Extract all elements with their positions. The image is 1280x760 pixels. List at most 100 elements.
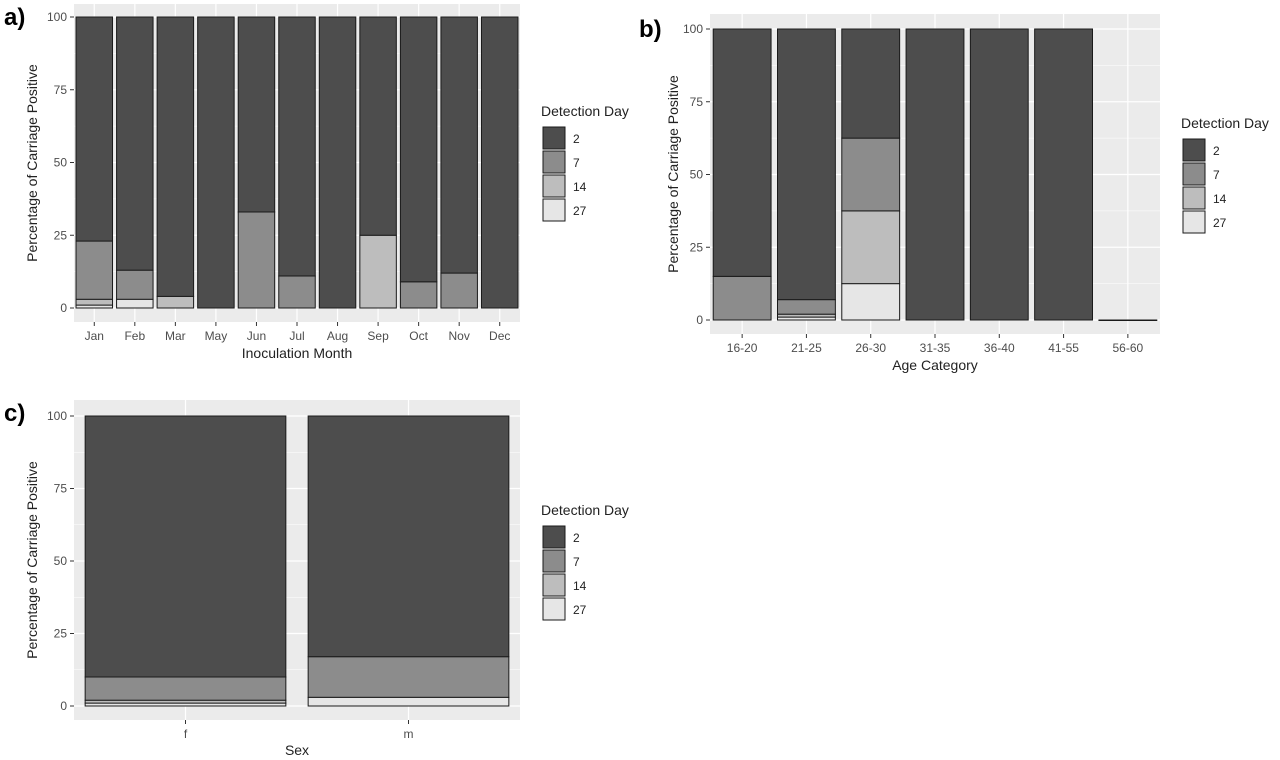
bar-segment-2	[440, 16, 478, 274]
legend-label-7: 7	[573, 156, 580, 170]
bar-segment-2	[1098, 319, 1158, 321]
chart-b: 0 25 50 75 100 16-20 21-25 26-30 31-35 36-40 41-55…	[665, 14, 1269, 373]
y-tick-label: 0	[696, 313, 703, 327]
bar-segment-7	[75, 240, 114, 300]
bar-segment-14	[156, 295, 195, 309]
y-tick-label: 50	[54, 156, 68, 170]
panel-label-c: c)	[4, 400, 26, 427]
bar-segment-7	[237, 211, 276, 309]
y-tick-label: 50	[690, 168, 704, 182]
legend-title: Detection Day	[1181, 115, 1269, 131]
legend-swatch-14	[1182, 186, 1206, 210]
chart-a: 0 25 50 75 100 Jan Feb Mar May Jun Jul Aug Sep Oct Nov…	[24, 4, 629, 361]
bar-segment-7	[307, 656, 510, 698]
y-tick-label: 25	[690, 240, 704, 254]
bar-segment-7	[84, 676, 287, 701]
bar-segment-2	[359, 16, 397, 236]
x-tick-label: 26-30	[855, 341, 886, 355]
bar-segment-7	[777, 299, 836, 315]
y-tick-label: 50	[54, 554, 68, 568]
bar-segment-2	[318, 16, 357, 309]
bar-segment-2	[841, 28, 901, 139]
legend-swatch-14	[542, 174, 566, 198]
legend-label-14: 14	[573, 180, 587, 194]
bar-segment-2	[399, 16, 438, 283]
bar-segment-14	[359, 234, 397, 309]
legend-label-27: 27	[573, 603, 587, 617]
y-axis-label: Percentage of Carriage Positive	[665, 75, 681, 273]
x-tick-label: Feb	[124, 329, 145, 343]
x-axis-label: Sex	[285, 742, 309, 758]
y-axis-label: Percentage of Carriage Positive	[24, 64, 40, 262]
x-tick-label: Oct	[409, 329, 428, 343]
y-tick-label: 75	[54, 83, 68, 97]
legend-title: Detection Day	[541, 103, 629, 119]
bar-segment-2	[969, 28, 1029, 321]
bar-segment-7	[399, 281, 438, 309]
bar-segment-2	[197, 16, 235, 309]
bar-segment-2	[156, 16, 195, 297]
x-tick-label: May	[205, 329, 228, 343]
bar-segment-2	[116, 16, 154, 271]
bar-segment-2	[307, 415, 510, 658]
panel-label-b: b)	[639, 16, 662, 43]
x-tick-label: Sep	[367, 329, 389, 343]
bar-segment-27	[307, 696, 510, 707]
y-tick-label: 75	[690, 95, 704, 109]
legend-swatch-27	[1182, 210, 1206, 234]
bar-segment-7	[712, 275, 772, 321]
x-tick-label: Jun	[247, 329, 266, 343]
legend-label-2: 2	[573, 132, 580, 146]
x-axis-label: Age Category	[892, 357, 978, 373]
x-tick-label: Jan	[85, 329, 104, 343]
bar-segment-2	[278, 16, 316, 277]
bar-segment-14	[841, 210, 901, 285]
legend-label-14: 14	[1213, 192, 1227, 206]
x-tick-label: m	[404, 727, 414, 741]
legend-label-27: 27	[573, 204, 587, 218]
x-tick-label: Jul	[289, 329, 304, 343]
legend-label-27: 27	[1213, 216, 1227, 230]
y-tick-label: 100	[47, 10, 67, 24]
bar-segment-7	[841, 137, 901, 212]
panel-label-a: a)	[4, 4, 26, 31]
bar-segment-2	[480, 16, 519, 309]
y-tick-label: 100	[47, 409, 67, 423]
x-tick-label: 16-20	[727, 341, 758, 355]
bar-segment-27	[841, 283, 901, 321]
x-tick-label: 31-35	[920, 341, 951, 355]
y-tick-label: 25	[54, 627, 68, 641]
x-tick-label: 21-25	[791, 341, 822, 355]
bar-segment-2	[1034, 28, 1093, 321]
legend-label-7: 7	[1213, 168, 1220, 182]
x-tick-label: f	[184, 727, 188, 741]
legend-swatch-27	[542, 198, 566, 222]
bar-segment-7	[116, 269, 154, 300]
legend-swatch-2	[542, 525, 566, 549]
legend-swatch-27	[542, 597, 566, 621]
chart-c: 0 25 50 75 100 f m Sex Percentage of Carriage Po…	[24, 400, 629, 758]
legend-label-2: 2	[573, 531, 580, 545]
legend-swatch-2	[542, 126, 566, 150]
legend-swatch-7	[1182, 162, 1206, 186]
x-tick-label: Nov	[449, 329, 470, 343]
legend-label-7: 7	[573, 555, 580, 569]
bar-segment-7	[278, 275, 316, 309]
legend-swatch-14	[542, 573, 566, 597]
y-tick-label: 0	[60, 301, 67, 315]
legend-title: Detection Day	[541, 502, 629, 518]
bar-segment-2	[237, 16, 276, 213]
bar-segment-14	[75, 298, 114, 306]
x-tick-label: 36-40	[984, 341, 1015, 355]
bar-segment-2	[75, 16, 114, 242]
x-tick-label: Dec	[489, 329, 510, 343]
x-tick-label: Aug	[327, 329, 348, 343]
y-axis-label: Percentage of Carriage Positive	[24, 461, 40, 659]
bar-segment-2	[84, 415, 287, 678]
legend-label-2: 2	[1213, 144, 1220, 158]
legend-swatch-7	[542, 150, 566, 174]
